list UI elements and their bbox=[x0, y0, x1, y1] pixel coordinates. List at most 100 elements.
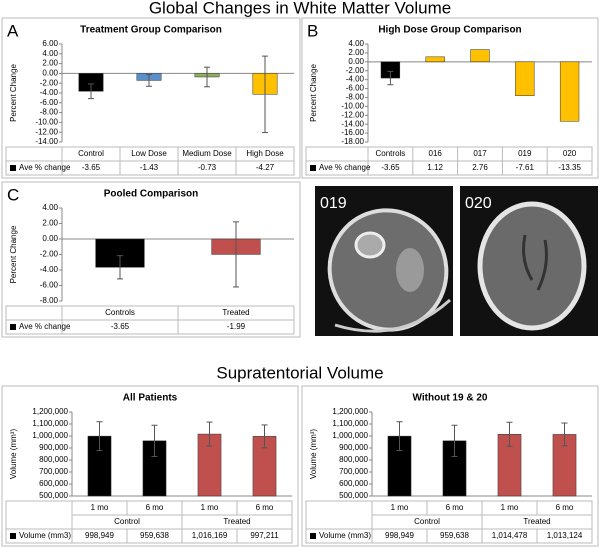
heading: Supratentorial Volume bbox=[216, 363, 383, 382]
chart-title: All Patients bbox=[123, 393, 178, 404]
value-label: -7.61 bbox=[516, 163, 535, 172]
chart-title: Treatment Group Comparison bbox=[80, 25, 222, 36]
y-axis-label: Percent Change bbox=[9, 225, 18, 283]
category-label: 6 mo bbox=[446, 503, 464, 512]
data-table bbox=[5, 500, 293, 544]
y-tick-label: 700,000 bbox=[339, 467, 368, 476]
category-label: 1 mo bbox=[501, 503, 519, 512]
value-label: -0.73 bbox=[198, 163, 217, 172]
chart-title: High Dose Group Comparison bbox=[378, 25, 521, 36]
category-label: Medium Dose bbox=[182, 149, 232, 158]
legend-swatch bbox=[10, 324, 16, 330]
group-label: Control bbox=[414, 517, 440, 526]
y-tick-label: 700,000 bbox=[39, 467, 68, 476]
ct-image: 019 bbox=[315, 186, 453, 336]
y-tick-label: -6.00 bbox=[40, 281, 59, 290]
y-tick-label: 600,000 bbox=[339, 479, 368, 488]
category-label: 1 mo bbox=[391, 503, 409, 512]
panel-letter: C bbox=[7, 185, 19, 204]
group-label: Control bbox=[114, 517, 140, 526]
panel-frame bbox=[1, 181, 301, 338]
y-tick-label: -18.00 bbox=[341, 137, 364, 146]
legend-swatch bbox=[10, 165, 16, 171]
value-label: 2.76 bbox=[472, 163, 488, 172]
chart-title: Pooled Comparison bbox=[104, 189, 198, 200]
category-label: 6 mo bbox=[556, 503, 574, 512]
y-tick-label: 0.00 bbox=[42, 69, 58, 78]
y-tick-label: 6.00 bbox=[42, 39, 58, 48]
legend-entry: Ave % change bbox=[19, 322, 71, 331]
y-tick-label: -6.00 bbox=[40, 98, 59, 107]
y-tick-label: 900,000 bbox=[339, 443, 368, 452]
y-tick-label: -8.00 bbox=[346, 93, 365, 102]
y-tick-label: -8.00 bbox=[40, 296, 59, 305]
error-bar bbox=[506, 421, 513, 447]
bar bbox=[515, 61, 535, 96]
y-tick-label: -10.00 bbox=[35, 118, 58, 127]
y-tick-label: 500,000 bbox=[39, 491, 68, 500]
y-tick-label: 1,200,000 bbox=[332, 407, 368, 416]
panel-frame bbox=[1, 385, 299, 547]
category-label: 6 mo bbox=[146, 503, 164, 512]
error-bar bbox=[96, 421, 103, 452]
y-tick-label: 1,100,000 bbox=[332, 419, 368, 428]
bar bbox=[559, 61, 580, 122]
legend-entry: Volume (mm3) bbox=[19, 531, 71, 540]
error-bar bbox=[151, 424, 158, 457]
y-tick-label: -12.00 bbox=[341, 110, 364, 119]
value-label: -13.35 bbox=[558, 163, 581, 172]
error-bar bbox=[261, 424, 268, 449]
value-label: 998,949 bbox=[385, 531, 414, 540]
value-label: 1,014,478 bbox=[492, 531, 528, 540]
error-bar bbox=[146, 74, 152, 87]
y-tick-label: 500,000 bbox=[339, 491, 368, 500]
legend-entry: Volume (mm3) bbox=[319, 531, 371, 540]
category-label: 016 bbox=[429, 149, 443, 158]
value-label: -3.65 bbox=[82, 163, 101, 172]
value-label: -3.65 bbox=[111, 322, 130, 331]
error-bar bbox=[88, 83, 94, 100]
y-tick-label: 2.00 bbox=[42, 59, 58, 68]
y-tick-label: -4.00 bbox=[40, 88, 59, 97]
error-bar bbox=[451, 424, 458, 457]
category-label: 6 mo bbox=[256, 503, 274, 512]
panel-letter: A bbox=[7, 21, 19, 40]
panel-frame bbox=[1, 17, 301, 179]
y-tick-label: -10.00 bbox=[341, 101, 364, 110]
error-bar bbox=[206, 421, 213, 447]
category-label: 020 bbox=[563, 149, 577, 158]
category-label: Controls bbox=[376, 149, 406, 158]
legend-entry: Ave % change bbox=[19, 163, 71, 172]
value-label: 1.12 bbox=[427, 163, 443, 172]
panel-letter: B bbox=[307, 21, 318, 40]
y-tick-label: 2.00 bbox=[42, 219, 58, 228]
legend-entry: Ave % change bbox=[319, 163, 371, 172]
y-axis-label: Percent Change bbox=[309, 64, 318, 122]
error-bar bbox=[233, 221, 239, 288]
y-tick-label: 0.00 bbox=[42, 234, 58, 243]
y-tick-label: -2.00 bbox=[40, 250, 59, 259]
error-bar bbox=[204, 66, 210, 88]
y-tick-label: -6.00 bbox=[346, 84, 365, 93]
category-label: 017 bbox=[473, 149, 487, 158]
panel-frame bbox=[301, 17, 599, 179]
y-tick-label: -14.00 bbox=[341, 119, 364, 128]
y-tick-label: 1,000,000 bbox=[332, 431, 368, 440]
error-bar bbox=[396, 421, 403, 452]
y-tick-label: 4.00 bbox=[42, 49, 58, 58]
y-tick-label: 1,100,000 bbox=[32, 419, 68, 428]
y-tick-label: 4.00 bbox=[348, 39, 364, 48]
y-tick-label: 4.00 bbox=[42, 203, 58, 212]
y-tick-label: 800,000 bbox=[39, 455, 68, 464]
y-tick-label: 2.00 bbox=[348, 48, 364, 57]
category-label: Controls bbox=[105, 308, 135, 317]
value-label: -4.27 bbox=[256, 163, 275, 172]
category-label: Treated bbox=[222, 308, 249, 317]
y-tick-label: -12.00 bbox=[35, 127, 58, 136]
y-tick-label: 1,000,000 bbox=[32, 431, 68, 440]
y-tick-label: -4.00 bbox=[346, 75, 365, 84]
category-label: Control bbox=[78, 149, 104, 158]
y-tick-label: 800,000 bbox=[339, 455, 368, 464]
value-label: -3.65 bbox=[381, 163, 400, 172]
